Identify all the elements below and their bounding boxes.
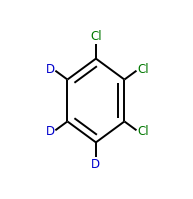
Text: D: D (46, 125, 55, 138)
Text: D: D (91, 158, 101, 171)
Text: Cl: Cl (137, 63, 149, 76)
Text: Cl: Cl (137, 125, 149, 138)
Text: Cl: Cl (90, 30, 102, 43)
Text: D: D (46, 63, 55, 76)
